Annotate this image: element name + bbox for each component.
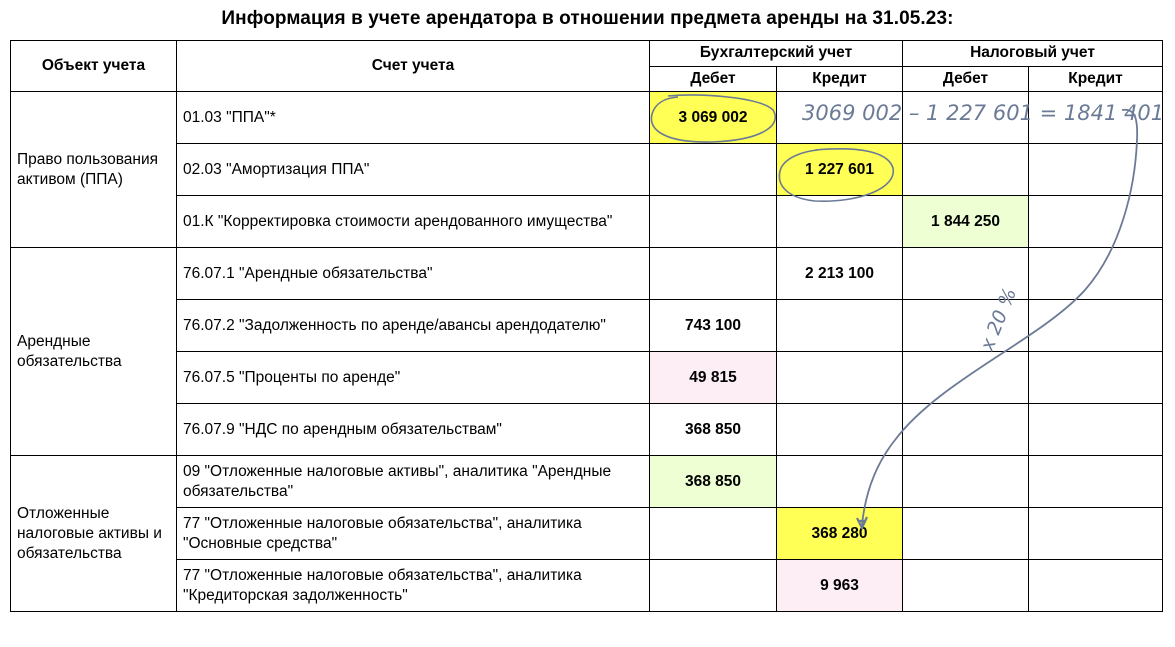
table-row: 77 "Отложенные налоговые обязательства",… xyxy=(11,559,1163,612)
lease-accounting-table: Объект учета Счет учета Бухгалтерский уч… xyxy=(10,40,1163,612)
bu-debit-cell: 49 815 xyxy=(649,351,777,404)
nu-credit-cell xyxy=(1028,351,1163,404)
bu-debit-cell: 3 069 002 xyxy=(649,91,777,144)
table-row: Отложенные налоговые активы и обязательс… xyxy=(10,455,1163,612)
header-account: Счет учета xyxy=(176,40,650,92)
bu-credit-cell: 9 963 xyxy=(776,559,903,612)
header-bu-credit: Кредит xyxy=(776,65,903,92)
table-row: Право пользования активом (ППА) 01.03 "П… xyxy=(10,91,1163,248)
bu-credit-cell xyxy=(776,403,903,456)
nu-credit-cell xyxy=(1028,143,1163,196)
header-tax: Налоговый учет xyxy=(902,40,1163,67)
header-nu-debit: Дебет xyxy=(902,65,1029,92)
nu-debit-cell xyxy=(902,247,1029,300)
nu-debit-cell xyxy=(902,455,1029,508)
bu-debit-cell xyxy=(649,559,777,612)
nu-credit-cell xyxy=(1028,91,1163,144)
account-cell: 76.07.1 "Арендные обязательства" xyxy=(176,247,650,300)
object-cell: Право пользования активом (ППА) xyxy=(10,91,177,248)
bu-debit-cell: 368 850 xyxy=(649,403,777,456)
account-cell: 01.03 "ППА"* xyxy=(176,91,650,144)
account-cell: 01.К "Корректировка стоимости арендованн… xyxy=(176,195,650,248)
nu-credit-cell xyxy=(1028,247,1163,300)
nu-debit-cell xyxy=(902,559,1029,612)
nu-debit-cell xyxy=(902,351,1029,404)
nu-credit-cell xyxy=(1028,195,1163,248)
nu-credit-cell xyxy=(1028,299,1163,352)
table-row: 77 "Отложенные налоговые обязательства",… xyxy=(11,507,1163,560)
object-cell: Отложенные налоговые активы и обязательс… xyxy=(10,455,177,612)
bu-debit-cell: 743 100 xyxy=(649,299,777,352)
table-row: 76.07.2 "Задолженность по аренде/авансы … xyxy=(11,299,1163,352)
bu-debit-cell xyxy=(649,247,777,300)
nu-credit-cell xyxy=(1028,455,1163,508)
bu-debit-cell: 368 850 xyxy=(649,455,777,508)
account-cell: 76.07.2 "Задолженность по аренде/авансы … xyxy=(176,299,650,352)
bu-credit-cell xyxy=(776,351,903,404)
nu-debit-cell xyxy=(902,403,1029,456)
table-row: 76.07.5 "Проценты по аренде" 49 815 xyxy=(11,351,1163,404)
bu-credit-cell xyxy=(776,455,903,508)
nu-debit-cell xyxy=(902,299,1029,352)
account-cell: 77 "Отложенные налоговые обязательства",… xyxy=(176,559,650,612)
account-cell: 77 "Отложенные налоговые обязательства",… xyxy=(176,507,650,560)
bu-credit-cell: 368 280 xyxy=(776,507,903,560)
header-accounting: Бухгалтерский учет xyxy=(649,40,903,67)
account-cell: 76.07.9 "НДС по арендным обязательствам" xyxy=(176,403,650,456)
nu-credit-cell xyxy=(1028,403,1163,456)
header-object: Объект учета xyxy=(10,40,177,92)
bu-credit-cell xyxy=(776,195,903,248)
table-row: 02.03 "Амортизация ППА" 1 227 601 xyxy=(11,143,1163,196)
table-row: 01.К "Корректировка стоимости арендованн… xyxy=(11,195,1163,248)
bu-debit-cell xyxy=(649,507,777,560)
table-row: Арендные обязательства 76.07.1 "Арендные… xyxy=(10,247,1163,456)
nu-credit-cell xyxy=(1028,559,1163,612)
bu-credit-cell xyxy=(776,91,903,144)
nu-debit-cell: 1 844 250 xyxy=(902,195,1029,248)
object-cell: Арендные обязательства xyxy=(10,247,177,456)
header-nu-credit: Кредит xyxy=(1028,65,1163,92)
nu-credit-cell xyxy=(1028,507,1163,560)
nu-debit-cell xyxy=(902,143,1029,196)
account-cell: 09 "Отложенные налоговые активы", аналит… xyxy=(176,455,650,508)
page-title: Информация в учете арендатора в отношени… xyxy=(221,8,954,29)
account-cell: 76.07.5 "Проценты по аренде" xyxy=(176,351,650,404)
nu-debit-cell xyxy=(902,91,1029,144)
bu-credit-cell: 2 213 100 xyxy=(776,247,903,300)
bu-credit-cell xyxy=(776,299,903,352)
header-bu-debit: Дебет xyxy=(649,65,777,92)
table-row: 76.07.9 "НДС по арендным обязательствам"… xyxy=(11,403,1163,456)
account-cell: 02.03 "Амортизация ППА" xyxy=(176,143,650,196)
bu-debit-cell xyxy=(649,143,777,196)
bu-debit-cell xyxy=(649,195,777,248)
nu-debit-cell xyxy=(902,507,1029,560)
bu-credit-cell: 1 227 601 xyxy=(776,143,903,196)
